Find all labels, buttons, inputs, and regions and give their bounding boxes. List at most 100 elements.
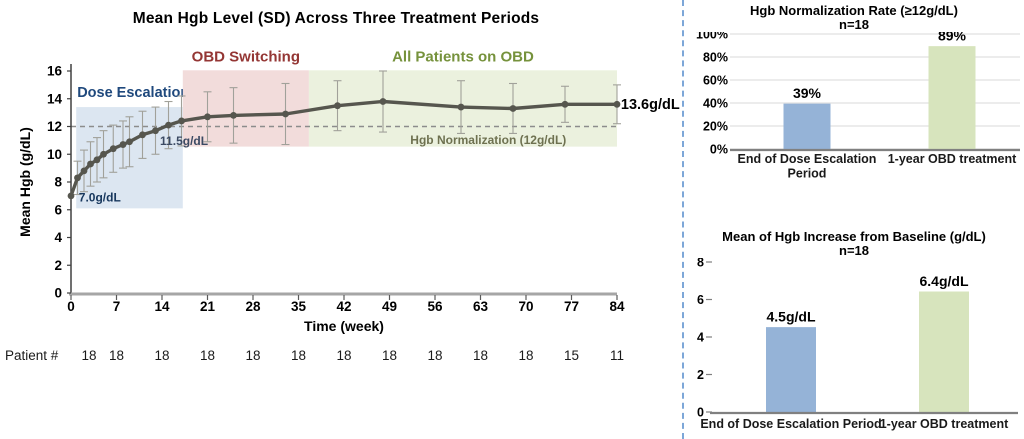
annotation-7-0g-dl: 7.0g/dL	[79, 190, 121, 204]
x-tick-label: 63	[473, 299, 489, 314]
annotation-11-5g-dl: 11.5g/dL	[160, 134, 208, 148]
data-point	[74, 174, 81, 182]
x-tick-label: 0	[67, 299, 75, 314]
y-tick-label: 8	[697, 258, 704, 270]
y-tick-label: 80%	[703, 51, 728, 65]
patient-count-value: 18	[336, 348, 351, 363]
data-point	[152, 127, 159, 135]
patient-count-value: 18	[518, 348, 533, 363]
patient-count-value: 18	[245, 348, 260, 363]
y-tick-label: 14	[47, 91, 63, 106]
data-point	[613, 100, 621, 108]
data-point	[126, 138, 133, 146]
increase-chart-title: Mean of Hgb Increase from Baseline (g/dL…	[722, 229, 986, 244]
region-label-obd-switching: OBD Switching	[192, 48, 300, 65]
data-point	[334, 102, 341, 110]
data-point	[561, 100, 569, 108]
series-line	[69, 99, 619, 198]
normalization-chart-subtitle: n=18	[839, 17, 869, 32]
increase-bar-chart: 0 2 4 6 8 4.5g/dL End of Dose Escalation Perio…	[697, 256, 1018, 431]
bar-category-label: 1-year OBD treatment	[888, 152, 1017, 166]
y-tick-label: 20%	[703, 120, 728, 134]
patient-count-value: 18	[427, 348, 442, 363]
y-tick-label: 4	[697, 331, 704, 345]
patient-count-value: 18	[200, 348, 215, 363]
data-point	[379, 98, 387, 105]
patient-count-value: 18	[109, 348, 124, 363]
x-axis-title: Time (week)	[304, 318, 384, 334]
patient-count-value: 11	[610, 348, 624, 363]
patient-count-value: 18	[154, 348, 169, 363]
x-tick-label: 35	[291, 299, 307, 314]
y-tick-label: 100%	[696, 32, 728, 42]
y-tick-label: 12	[47, 119, 62, 134]
bar-category-label: Period	[788, 167, 827, 181]
bar-end-of-dose-escalation-period	[766, 327, 816, 413]
data-point	[93, 156, 101, 164]
annotation-13-6g-dl: 13.6g/dL	[621, 97, 680, 113]
data-point	[204, 113, 211, 121]
y-tick-label: 4	[54, 230, 62, 245]
data-point	[119, 141, 127, 148]
y-axis-title: Mean Hgb (g/dL)	[17, 127, 33, 237]
data-point	[282, 110, 289, 118]
x-tick-label: 77	[564, 299, 579, 314]
data-point	[80, 167, 88, 175]
x-tick-label: 21	[200, 299, 216, 314]
patient-count-value: 18	[382, 348, 397, 363]
y-tick-label: 10	[47, 147, 62, 162]
data-point	[67, 192, 75, 200]
data-point	[509, 105, 517, 112]
y-tick-label: 8	[54, 175, 62, 190]
main-chart-title: Mean Hgb Level (SD) Across Three Treatme…	[132, 10, 540, 27]
y-tick-label: 6	[54, 202, 62, 217]
y-tick-label: 40%	[703, 97, 728, 111]
hgb-increase-chart: Mean of Hgb Increase from Baseline (g/dL…	[684, 230, 1024, 439]
patient-count-value: 18	[81, 348, 96, 363]
y-tick-label: 0	[54, 286, 62, 301]
region-label-all-patients-on-obd: All Patients on OBD	[392, 48, 534, 65]
bar-category-label: End of Dose Escalation Period	[700, 417, 881, 431]
patient-count-value: 18	[291, 348, 306, 363]
x-tick-label: 70	[518, 299, 533, 314]
data-point	[230, 112, 237, 119]
x-tick-label: 84	[609, 299, 625, 314]
bar-end-of-dose-escalation-period	[783, 103, 831, 150]
data-point	[457, 103, 465, 111]
increase-chart-subtitle: n=18	[839, 243, 869, 258]
bar-category-label: End of Dose Escalation	[738, 152, 877, 166]
mean-hgb-line-chart: Dose Escalation OBD Switching All Patients…	[5, 48, 680, 363]
x-tick-label: 7	[113, 299, 121, 314]
panel-divider	[682, 0, 684, 439]
reference-line-label: Hgb Normalization (12g/dL)	[410, 133, 566, 147]
normalization-chart-title: Hgb Normalization Rate (≥12g/dL)	[750, 3, 958, 18]
y-tick-label: 0	[697, 406, 704, 420]
patient-count-label: Patient #	[5, 348, 59, 363]
y-tick-label: 60%	[703, 74, 728, 88]
x-tick-label: 42	[336, 299, 351, 314]
data-point	[178, 117, 185, 125]
region-label-dose-escalation: Dose Escalation	[77, 85, 189, 101]
bar-value-label: 39%	[793, 85, 822, 101]
bar-1-year-obd-treatment	[919, 291, 969, 413]
bar-value-label: 6.4g/dL	[919, 273, 968, 289]
data-point	[165, 121, 172, 129]
bar-value-label: 4.5g/dL	[766, 309, 815, 325]
x-tick-label: 56	[427, 299, 443, 314]
y-tick-label: 2	[697, 368, 704, 382]
y-tick-label: 2	[54, 258, 62, 273]
data-point	[139, 131, 146, 139]
y-tick-label: 16	[47, 64, 63, 79]
bar-1-year-obd-treatment	[928, 46, 976, 150]
patient-count-value: 18	[473, 348, 488, 363]
right-panel: Hgb Normalization Rate (≥12g/dL) n=18 0%…	[684, 0, 1024, 439]
normalization-rate-chart: Hgb Normalization Rate (≥12g/dL) n=18 0%…	[684, 4, 1024, 215]
x-tick-label: 28	[245, 299, 261, 314]
data-point	[100, 150, 107, 158]
data-point	[87, 160, 94, 168]
normalization-bar-chart: 0% 20% 40% 60% 80% 100% 39% End of Dose Escalat…	[696, 28, 1020, 181]
patient-count-value: 15	[564, 348, 579, 363]
bar-value-label: 89%	[938, 32, 967, 44]
y-tick-label: 0%	[710, 143, 728, 157]
